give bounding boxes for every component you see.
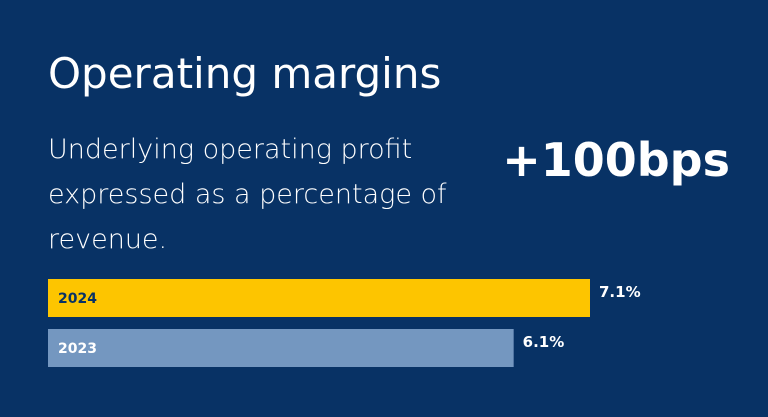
- value-label-2023: 6.1%: [523, 333, 565, 351]
- headline-metric: +100bps: [502, 133, 730, 187]
- chart-title: Operating margins: [48, 49, 442, 98]
- value-label-2024: 7.1%: [599, 283, 641, 301]
- chart-subtitle: Underlying operating profit expressed as…: [48, 134, 447, 255]
- category-label-2024: 2024: [58, 291, 97, 307]
- bar-2024: [48, 279, 590, 317]
- category-label-2023: 2023: [58, 341, 97, 357]
- bar-chart: 2024 7.1% 2023 6.1%: [48, 279, 641, 367]
- bar-2023: [48, 329, 514, 367]
